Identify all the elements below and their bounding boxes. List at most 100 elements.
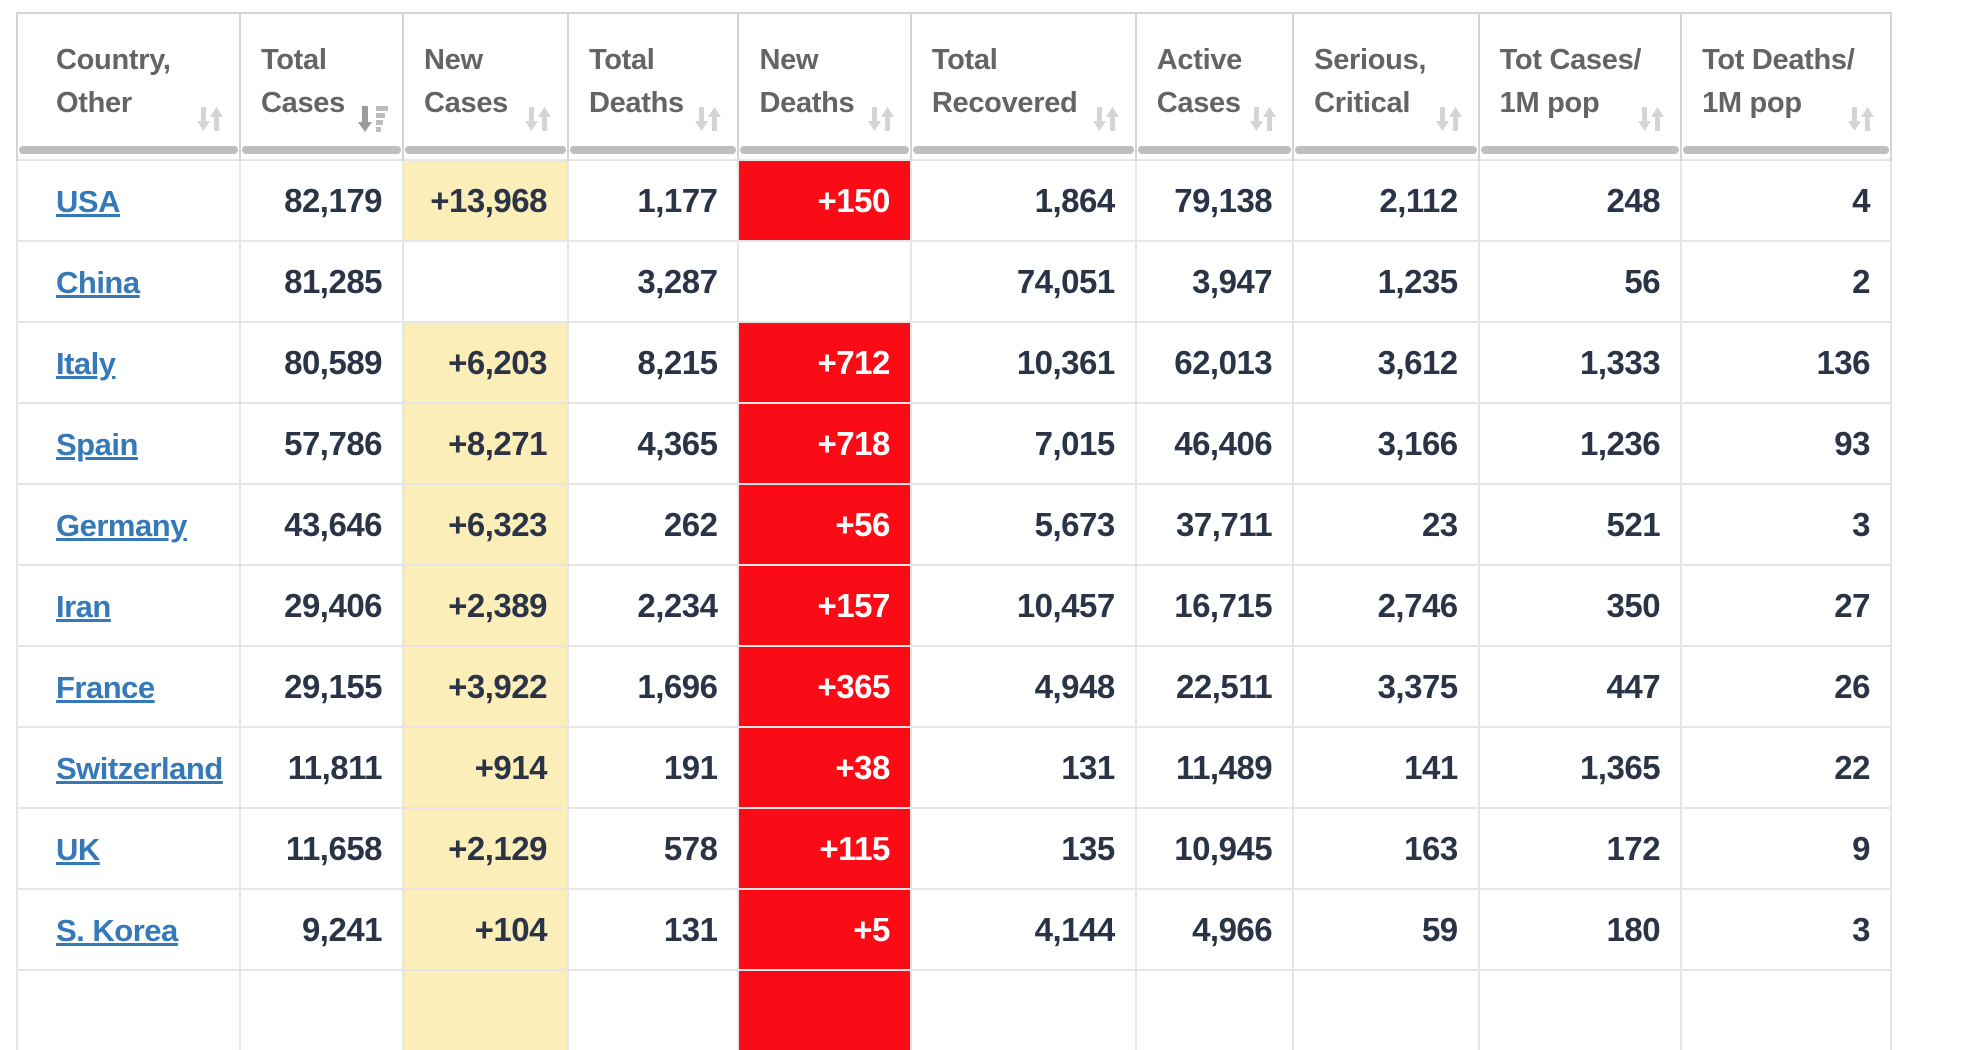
col-header-label: New [759,44,819,76]
new-cases-cell: +13,968 [402,159,569,242]
country-link[interactable]: Switzerland [56,750,223,786]
total-recovered-cell: 74,051 [909,240,1137,323]
total-recovered-cell: 5,673 [909,483,1137,566]
total-recovered-cell: 1,864 [909,159,1137,242]
col-header-total-cases[interactable]: Total Cases [238,12,405,160]
total-recovered-cell: 135 [909,807,1137,890]
table-row: France 29,155 +3,922 1,696 +365 4,948 22… [16,645,1892,728]
table-row: China 81,285 3,287 74,051 3,947 1,235 56… [16,240,1892,323]
tot-cases-1m-cell: 180 [1477,888,1683,971]
tot-deaths-1m-cell: 3 [1680,483,1892,566]
col-header-label: Other [56,87,132,119]
col-header-new-cases[interactable]: New Cases [402,12,569,160]
sort-icon [521,103,555,135]
col-header-active-cases[interactable]: Active Cases [1134,12,1295,160]
col-header-total-deaths[interactable]: Total Deaths [566,12,740,160]
total-cases-cell: 57,786 [238,402,405,485]
active-cases-cell: 37,711 [1134,483,1295,566]
table-row: USA 82,179 +13,968 1,177 +150 1,864 79,1… [16,159,1892,242]
table-row [16,969,1892,1050]
tot-cases-1m-cell: 56 [1477,240,1683,323]
new-deaths-cell: +56 [737,483,912,566]
serious-critical-cell [1292,969,1480,1050]
sort-icon [1432,103,1466,135]
coronavirus-countries-table: Country, Other Total Cases [16,12,1892,1050]
country-link[interactable]: Iran [56,588,111,624]
country-link[interactable]: Italy [56,345,116,381]
total-deaths-cell: 131 [566,888,740,971]
new-deaths-cell [737,240,912,323]
tot-deaths-1m-cell [1680,969,1892,1050]
total-cases-cell: 29,406 [238,564,405,647]
new-deaths-cell: +712 [737,321,912,404]
new-cases-cell: +914 [402,726,569,809]
tot-deaths-1m-cell: 27 [1680,564,1892,647]
active-cases-cell: 10,945 [1134,807,1295,890]
col-header-tot-cases-1m[interactable]: Tot Cases/ 1M pop [1477,12,1683,160]
new-deaths-cell: +150 [737,159,912,242]
active-cases-cell: 11,489 [1134,726,1295,809]
total-deaths-cell: 3,287 [566,240,740,323]
country-link[interactable]: France [56,669,155,705]
country-cell [16,969,241,1050]
col-header-total-recovered[interactable]: Total Recovered [909,12,1137,160]
total-cases-cell: 81,285 [238,240,405,323]
active-cases-cell [1134,969,1295,1050]
tot-cases-1m-cell [1477,969,1683,1050]
country-link[interactable]: Spain [56,426,138,462]
country-cell: S. Korea [16,888,241,971]
col-header-country[interactable]: Country, Other [16,12,241,160]
col-header-tot-deaths-1m[interactable]: Tot Deaths/ 1M pop [1680,12,1892,160]
col-header-serious-critical[interactable]: Serious, Critical [1292,12,1480,160]
new-deaths-cell: +38 [737,726,912,809]
country-link[interactable]: China [56,264,140,300]
table-body: USA 82,179 +13,968 1,177 +150 1,864 79,1… [16,159,1892,971]
country-link[interactable]: UK [56,831,100,867]
total-deaths-cell: 2,234 [566,564,740,647]
tot-deaths-1m-cell: 22 [1680,726,1892,809]
total-cases-cell: 43,646 [238,483,405,566]
total-cases-cell: 9,241 [238,888,405,971]
active-cases-cell: 46,406 [1134,402,1295,485]
new-cases-cell: +2,389 [402,564,569,647]
active-cases-cell: 3,947 [1134,240,1295,323]
total-recovered-cell: 4,144 [909,888,1137,971]
col-header-new-deaths[interactable]: New Deaths [737,12,912,160]
country-link[interactable]: USA [56,183,120,219]
sort-icon [864,103,898,135]
serious-critical-cell: 59 [1292,888,1480,971]
serious-critical-cell: 163 [1292,807,1480,890]
tot-cases-1m-cell: 248 [1477,159,1683,242]
total-recovered-cell: 4,948 [909,645,1137,728]
country-link[interactable]: Germany [56,507,187,543]
tot-cases-1m-cell: 521 [1477,483,1683,566]
serious-critical-cell: 3,166 [1292,402,1480,485]
col-header-label: Critical [1314,87,1411,119]
total-recovered-cell: 10,457 [909,564,1137,647]
total-recovered-cell: 10,361 [909,321,1137,404]
active-cases-cell: 16,715 [1134,564,1295,647]
partial-next-row [16,969,1892,1050]
col-header-label: Deaths [588,87,684,119]
active-cases-cell: 4,966 [1134,888,1295,971]
sort-icon [1246,103,1280,135]
new-cases-cell: +3,922 [402,645,569,728]
col-header-label: 1M pop [1499,87,1600,119]
table-row: Italy 80,589 +6,203 8,215 +712 10,361 62… [16,321,1892,404]
tot-deaths-1m-cell: 93 [1680,402,1892,485]
country-cell: Spain [16,402,241,485]
country-cell: UK [16,807,241,890]
tot-deaths-1m-cell: 4 [1680,159,1892,242]
serious-critical-cell: 141 [1292,726,1480,809]
total-cases-cell: 29,155 [238,645,405,728]
country-cell: USA [16,159,241,242]
new-deaths-cell: +157 [737,564,912,647]
serious-critical-cell: 2,112 [1292,159,1480,242]
new-deaths-cell: +5 [737,888,912,971]
serious-critical-cell: 3,375 [1292,645,1480,728]
tot-deaths-1m-cell: 26 [1680,645,1892,728]
sort-icon [691,103,725,135]
new-deaths-cell: +365 [737,645,912,728]
table-row: S. Korea 9,241 +104 131 +5 4,144 4,966 5… [16,888,1892,971]
new-deaths-cell [737,969,912,1050]
